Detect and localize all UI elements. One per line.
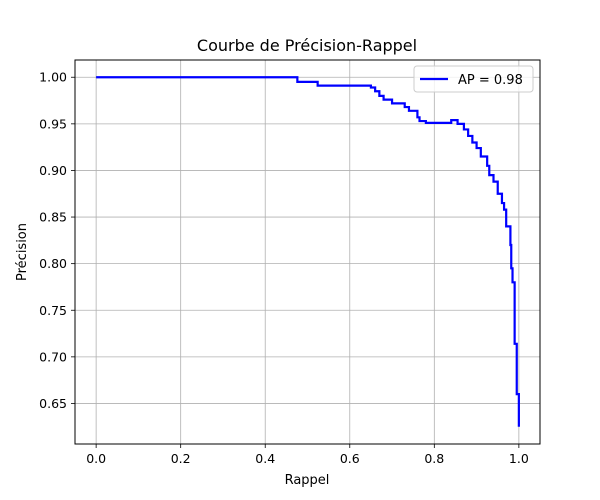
y-tick-label: 0.85 xyxy=(39,210,67,225)
y-tick-label: 0.75 xyxy=(39,303,67,318)
y-axis-label: Précision xyxy=(15,223,30,281)
x-tick-label: 0.2 xyxy=(171,451,191,466)
chart-title: Courbe de Précision-Rappel xyxy=(197,36,417,55)
y-axis-ticks: 0.65 0.70 0.75 0.80 0.85 0.90 0.95 1.00 xyxy=(39,70,75,411)
y-tick-label: 0.65 xyxy=(39,396,67,411)
x-tick-label: 0.8 xyxy=(424,451,444,466)
x-tick-label: 0.4 xyxy=(255,451,275,466)
pr-curve-line xyxy=(96,76,520,427)
y-tick-label: 0.80 xyxy=(39,256,67,271)
plot-frame xyxy=(74,59,541,445)
x-axis-ticks: 0.0 0.2 0.4 0.6 0.8 1.0 xyxy=(86,444,529,466)
legend-label: AP = 0.98 xyxy=(458,73,523,88)
y-tick-label: 1.00 xyxy=(39,70,67,85)
grid-lines xyxy=(75,60,540,444)
y-tick-label: 0.95 xyxy=(39,116,67,131)
x-tick-label: 0.0 xyxy=(86,451,106,466)
series-layer xyxy=(96,76,520,427)
legend: AP = 0.98 xyxy=(413,65,534,93)
y-tick-label: 0.90 xyxy=(39,163,67,178)
legend-box xyxy=(413,65,534,93)
x-axis-label: Rappel xyxy=(285,473,330,488)
y-tick-label: 0.70 xyxy=(39,349,67,364)
x-tick-label: 0.6 xyxy=(340,451,360,466)
x-tick-label: 1.0 xyxy=(509,451,529,466)
